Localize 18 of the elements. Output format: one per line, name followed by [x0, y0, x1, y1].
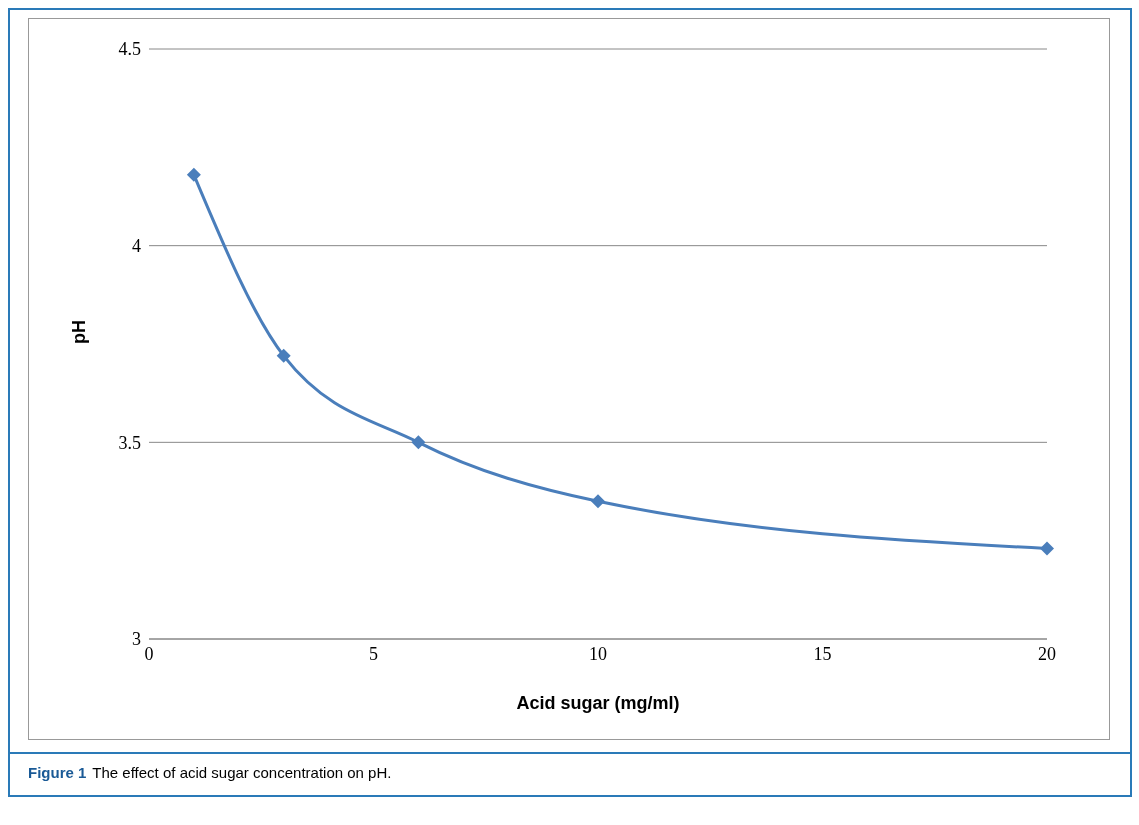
x-tick-label: 20: [1038, 643, 1056, 664]
y-tick-label: 4.5: [118, 39, 141, 60]
y-tick-label: 4: [132, 236, 141, 257]
point: [1040, 541, 1054, 556]
x-tick-label: 15: [813, 643, 832, 664]
x-tick-label: 5: [369, 643, 378, 664]
point: [411, 435, 426, 450]
point: [276, 348, 291, 363]
x-tick-label: 10: [589, 643, 607, 664]
y-tick-label: 3.5: [118, 432, 141, 453]
point: [186, 167, 201, 182]
y-tick-label: 3: [132, 629, 141, 650]
point: [591, 494, 605, 509]
x-tick-label: 0: [144, 643, 154, 664]
x-axis-title: Acid sugar (mg/ml): [516, 693, 680, 713]
text: The effect of acid sugar concentration on pH.: [92, 764, 392, 781]
caption: Figure 1: [28, 764, 87, 781]
y-axis-title: pH: [69, 320, 90, 344]
